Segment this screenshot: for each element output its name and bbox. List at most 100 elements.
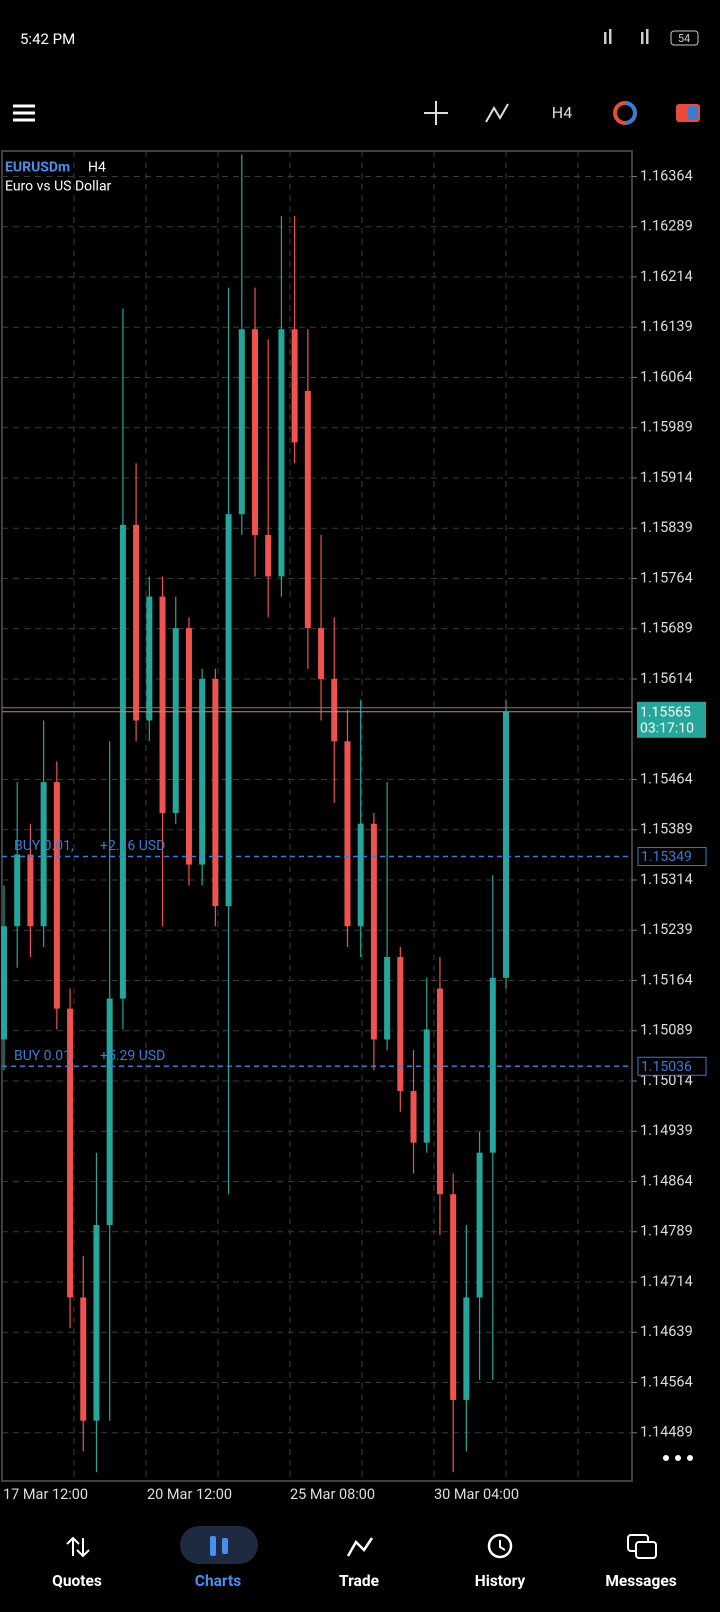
trade-icon — [346, 1537, 374, 1557]
objects-button-half — [624, 101, 637, 125]
candle-body — [185, 628, 192, 865]
candle-body — [357, 823, 364, 927]
candle-body — [476, 1152, 483, 1298]
candle-body — [344, 741, 351, 927]
timeframe-button[interactable]: H4 — [552, 103, 572, 122]
nav-tab[interactable]: Quotes — [52, 1572, 102, 1590]
candle-body — [119, 524, 126, 999]
status-time: 5:42 PM — [20, 30, 75, 48]
y-tick-label: 1.15689 — [640, 620, 693, 637]
y-tick-label: 1.14639 — [640, 1323, 693, 1340]
quotes-icon — [66, 1536, 90, 1558]
history-hand — [499, 1540, 506, 1551]
more-dots[interactable] — [663, 1455, 693, 1461]
candle-body — [27, 854, 34, 927]
symbol-description: Euro vs US Dollar — [5, 179, 112, 195]
history-icon — [487, 1533, 513, 1559]
candle-body — [450, 1194, 457, 1400]
y-tick-label: 1.15314 — [640, 871, 693, 888]
candle-body — [40, 782, 47, 927]
y-tick-label: 1.14489 — [640, 1424, 693, 1441]
y-tick-label: 1.15989 — [640, 419, 693, 436]
candle-body — [53, 782, 60, 1009]
active-tab-pill — [180, 1526, 258, 1564]
candle-body — [423, 1029, 430, 1143]
candle-body — [318, 628, 325, 679]
y-tick-label: 1.15089 — [640, 1022, 693, 1039]
battery-level: 54 — [678, 32, 690, 45]
candle-body — [199, 678, 206, 865]
candle-body — [252, 329, 258, 535]
charts-icon — [210, 1536, 228, 1556]
y-tick-label: 1.14714 — [640, 1273, 693, 1290]
candle-body — [278, 329, 285, 577]
candle-body — [291, 329, 298, 443]
y-tick-label: 1.15389 — [640, 821, 693, 838]
order-side: BUY 0.01, — [14, 1048, 74, 1064]
candle-body — [503, 711, 509, 978]
y-tick-label: 1.15764 — [640, 569, 693, 586]
candle-body — [397, 957, 404, 1092]
bar-countdown: 03:17:10 — [640, 721, 694, 737]
chart: 1.16364 1.16289 1.16214 1.16139 1.16064 1.159… — [1, 150, 707, 1503]
indicators-button[interactable] — [485, 103, 509, 123]
crosshair-button[interactable] — [424, 101, 448, 125]
candle-body — [80, 1297, 87, 1421]
y-tick-label: 1.15164 — [640, 971, 693, 988]
order-price-label: 1.15349 — [641, 849, 692, 865]
candle-body — [410, 1091, 417, 1143]
y-tick-label: 1.16139 — [640, 318, 693, 335]
candle-body — [225, 514, 232, 907]
order-price-box — [637, 1056, 707, 1076]
current-price-label: 1.15565 — [640, 705, 691, 721]
nav-tab[interactable]: Messages — [605, 1572, 676, 1590]
candle-body — [436, 988, 443, 1195]
candle-body — [370, 823, 377, 1040]
trade-button-half — [688, 106, 698, 120]
order-price-box — [637, 847, 707, 867]
y-tick-label: 1.14564 — [640, 1373, 693, 1390]
x-tick-label: 20 Mar 12:00 — [147, 1486, 232, 1503]
y-tick-label: 1.15614 — [640, 670, 693, 687]
nav-tab[interactable]: Trade — [339, 1572, 379, 1590]
order-price-label: 1.15036 — [641, 1059, 692, 1075]
y-tick-label: 1.14864 — [640, 1172, 693, 1189]
candle-body — [304, 390, 311, 629]
nav-tab[interactable]: History — [475, 1572, 526, 1590]
candle-body — [212, 678, 219, 907]
candle-body — [133, 524, 140, 721]
y-tick-label: 1.16064 — [640, 368, 693, 385]
y-tick-label: 1.15239 — [640, 921, 693, 938]
candle-body — [331, 678, 338, 742]
signal-icons — [604, 29, 699, 46]
y-tick-label: 1.14939 — [640, 1122, 693, 1139]
order-profit: +2.16 USD — [100, 838, 165, 854]
order-side: BUY 0.01, — [14, 838, 74, 854]
y-tick-label: 1.14789 — [640, 1223, 693, 1240]
y-tick-label: 1.16289 — [640, 218, 693, 235]
y-tick-label: 1.16214 — [640, 268, 693, 285]
candle-body — [265, 534, 272, 577]
y-tick-label: 1.15014 — [640, 1072, 693, 1089]
candle-body — [238, 329, 245, 515]
nav-tab[interactable]: Charts — [195, 1572, 241, 1590]
current-price-box — [637, 701, 706, 738]
candle-body — [67, 1008, 74, 1298]
candle-body — [159, 596, 166, 813]
candle-body — [172, 628, 179, 813]
menu-button[interactable] — [13, 104, 35, 122]
order-profit: +5.29 USD — [100, 1048, 165, 1064]
bottom-nav: Quotes Charts Trade History Messages — [52, 1526, 677, 1590]
x-tick-label: 17 Mar 12:00 — [3, 1486, 88, 1503]
symbol: EURUSDm — [5, 160, 70, 176]
candle-body — [146, 596, 153, 721]
plot-border — [1, 150, 633, 1482]
y-tick-label: 1.15464 — [640, 770, 693, 787]
candle-body — [384, 957, 391, 1040]
x-tick-label: 30 Mar 04:00 — [434, 1486, 519, 1503]
candle-body — [489, 977, 496, 1153]
x-tick-label: 25 Mar 08:00 — [290, 1486, 375, 1503]
candle-body — [1, 926, 7, 1040]
messages-icon-back — [635, 1541, 657, 1559]
